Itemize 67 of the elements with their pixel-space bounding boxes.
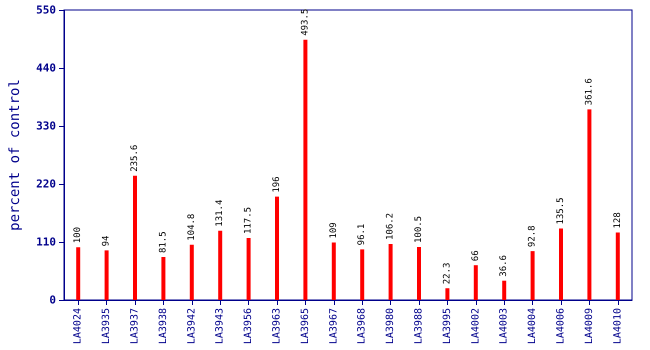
data-label: 22.3 — [442, 262, 452, 284]
data-label: 109 — [328, 222, 339, 239]
bar — [303, 40, 308, 300]
data-label: 36.6 — [499, 255, 510, 277]
data-label: 81.5 — [158, 231, 168, 254]
y-tick-label: 220 — [36, 178, 56, 190]
bar — [388, 244, 393, 300]
x-tick-label: LA4009 — [584, 308, 595, 344]
x-tick-label: LA4006 — [556, 308, 566, 344]
bar — [190, 244, 194, 300]
x-tick-label: LA4002 — [470, 308, 482, 344]
data-label: 92.8 — [528, 225, 538, 248]
y-tick-label: 0 — [49, 294, 56, 306]
x-tick-label: LA3988 — [414, 308, 424, 344]
data-label: 96.1 — [357, 224, 368, 246]
y-tick-label: 110 — [36, 236, 56, 248]
bar — [559, 228, 563, 300]
data-label: 131.4 — [215, 200, 226, 227]
x-tick-label: LA3995 — [442, 308, 453, 344]
bar — [332, 242, 336, 300]
bar — [417, 247, 421, 300]
data-label: 361.6 — [584, 78, 594, 106]
y-tick-label: 330 — [36, 120, 56, 132]
x-tick-label: LA3956 — [243, 308, 254, 344]
x-tick-label: LA3963 — [272, 308, 282, 344]
bar — [360, 249, 364, 300]
data-label: 100.5 — [414, 216, 424, 244]
data-label: 493.5 — [300, 8, 310, 36]
x-tick-label: LA3943 — [214, 308, 226, 344]
x-tick-label: LA3935 — [101, 308, 112, 344]
data-label: 106.2 — [386, 212, 396, 240]
bar — [104, 250, 109, 300]
data-label: 94 — [102, 236, 112, 246]
bar — [76, 247, 80, 300]
data-label: 117.5 — [244, 206, 254, 234]
data-label: 66 — [470, 250, 481, 262]
y-axis-title: percent of control — [7, 79, 23, 231]
bar — [474, 265, 478, 300]
bar — [616, 232, 620, 300]
x-tick-label: LA4003 — [498, 308, 510, 344]
x-tick-label: LA4024 — [72, 308, 84, 344]
data-label: 235.6 — [130, 144, 140, 172]
bar — [502, 280, 506, 300]
bar — [218, 230, 222, 300]
bar — [275, 196, 279, 300]
data-label: 128 — [612, 212, 623, 229]
x-tick-label: LA4004 — [527, 308, 538, 344]
bar — [445, 288, 450, 300]
y-tick-label: 550 — [36, 4, 56, 16]
x-tick-label: LA3942 — [186, 308, 198, 344]
x-tick-label: LA4010 — [612, 308, 624, 344]
y-tick-label: 440 — [36, 62, 56, 74]
bar — [133, 176, 137, 300]
x-tick-label: LA3980 — [385, 308, 396, 344]
bar — [587, 109, 592, 300]
data-label: 100 — [73, 227, 84, 244]
x-tick-label: LA3967 — [328, 308, 340, 344]
x-tick-label: LA3937 — [130, 308, 140, 344]
data-label: 104.8 — [186, 214, 197, 241]
x-tick-label: LA3968 — [356, 308, 368, 344]
bar — [530, 251, 535, 300]
data-label: 135.5 — [556, 197, 566, 225]
bar — [246, 238, 251, 300]
bar — [161, 257, 166, 300]
data-label: 196 — [272, 176, 282, 193]
x-tick-label: LA3965 — [300, 308, 311, 344]
x-tick-label: LA3938 — [158, 308, 169, 344]
